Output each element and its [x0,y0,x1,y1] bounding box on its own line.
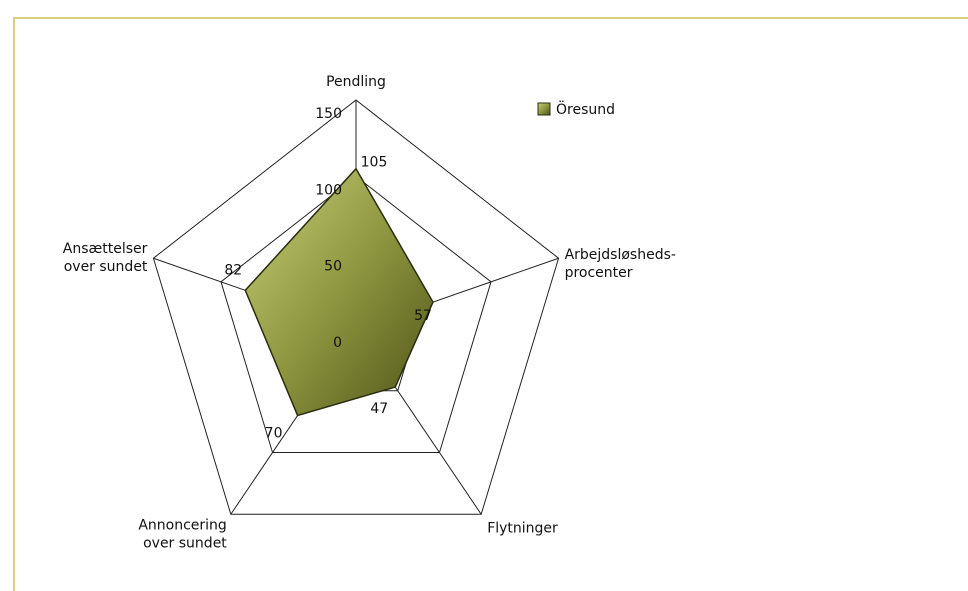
legend-swatch [537,102,551,116]
y-tick-label: 150 [315,106,342,122]
data-label: 105 [361,155,388,171]
legend-label: Öresund [556,100,615,118]
category-label: Pendling [326,74,386,90]
category-label: Annoncering over sundet [138,517,227,551]
data-label: 70 [265,425,283,441]
category-label: Arbejdsløsheds-procenter [565,247,676,281]
data-label: 47 [370,401,388,417]
y-tick-label: 100 [315,182,342,198]
data-label: 57 [414,308,432,324]
chart-frame [13,17,968,591]
category-label: Flytninger [487,520,558,536]
y-tick-label: 50 [324,259,342,275]
y-tick-label: 0 [333,335,342,351]
series-area [244,167,434,417]
data-label: 82 [224,262,242,278]
category-label: Ansættelser over sundet [63,241,148,275]
grid-ring [152,99,560,515]
grid-ring [220,175,492,454]
